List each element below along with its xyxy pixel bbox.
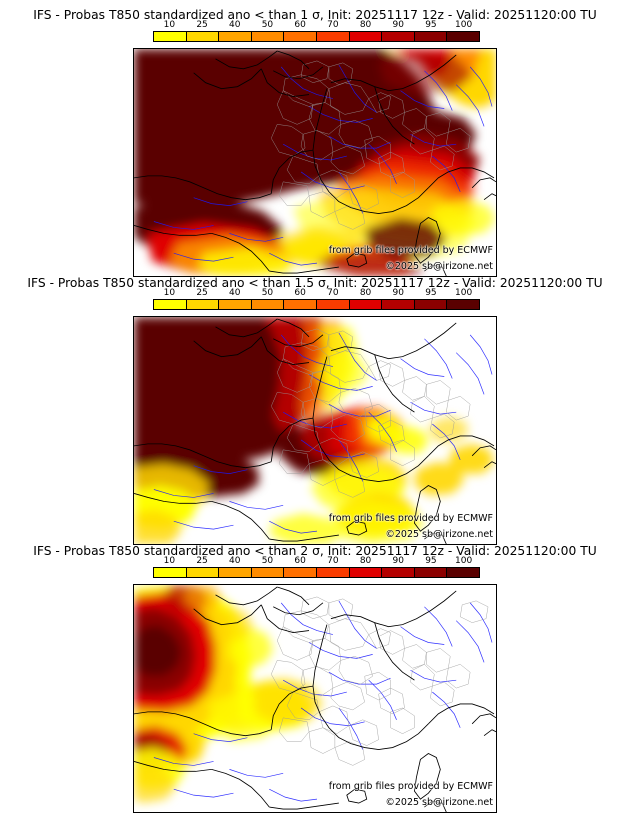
- colorbar-segment-40: [218, 568, 251, 577]
- colorbar-segment-70: [315, 300, 349, 309]
- colorbar-segment-95: [413, 32, 447, 41]
- colorbar-segment-100: [446, 32, 479, 41]
- colorbar-tick-40: 40: [229, 556, 241, 566]
- forecast-panel-3: IFS - Probas T850 standardized ano < tha…: [0, 536, 630, 813]
- colorbar-swatches-3: [153, 567, 480, 578]
- map-1[interactable]: from grib files provided by ECMWF ©2025 …: [133, 48, 497, 277]
- colorbar-tick-95: 95: [425, 20, 437, 30]
- colorbar-segment-70: [315, 568, 349, 577]
- colorbar-segment-100: [446, 568, 479, 577]
- attribution-copyright-2: ©2025 sb@irizone.net: [385, 529, 493, 540]
- panel-title-3: IFS - Probas T850 standardized ano < tha…: [33, 544, 597, 558]
- colorbar-segment-10: [154, 568, 186, 577]
- colorbar-ticks-3: 10 25 40 50 60 70 80 90 95 100: [153, 556, 480, 567]
- colorbar-segment-25: [185, 568, 219, 577]
- colorbar-tick-95: 95: [425, 556, 437, 566]
- colorbar-tick-60: 60: [294, 556, 306, 566]
- colorbar-tick-100: 100: [455, 20, 473, 30]
- colorbar-segment-80: [348, 32, 382, 41]
- colorbar-segment-95: [413, 300, 447, 309]
- panel-title-2: IFS - Probas T850 standardized ano < tha…: [27, 276, 603, 290]
- colorbar-segment-90: [381, 568, 414, 577]
- colorbar-tick-25: 25: [196, 556, 208, 566]
- colorbar-swatches-2: [153, 299, 480, 310]
- colorbar-segment-10: [154, 32, 186, 41]
- colorbar-tick-50: 50: [261, 20, 274, 30]
- colorbar-tick-95: 95: [425, 288, 437, 298]
- colorbar-tick-70: 70: [327, 20, 339, 30]
- colorbar-tick-60: 60: [294, 20, 306, 30]
- colorbar-ticks-1: 10 25 40 50 60 70 80 90 95 100: [153, 20, 480, 31]
- attribution-source-1: from grib files provided by ECMWF: [328, 245, 493, 256]
- forecast-panel-1: IFS - Probas T850 standardized ano < tha…: [0, 0, 630, 277]
- colorbar-ticks-2: 10 25 40 50 60 70 80 90 95 100: [153, 288, 480, 299]
- colorbar-segment-60: [283, 568, 316, 577]
- colorbar-segment-25: [185, 300, 219, 309]
- colorbar-tick-40: 40: [229, 20, 241, 30]
- attribution-source-3: from grib files provided by ECMWF: [328, 781, 493, 792]
- colorbar-segment-60: [283, 32, 316, 41]
- colorbar-segment-50: [250, 32, 284, 41]
- map-3[interactable]: from grib files provided by ECMWF ©2025 …: [133, 584, 497, 813]
- colorbar-segment-60: [283, 300, 316, 309]
- colorbar-segment-40: [218, 300, 251, 309]
- colorbar-tick-90: 90: [392, 288, 404, 298]
- colorbar-segment-70: [315, 32, 349, 41]
- map-canvas-1: [134, 49, 496, 276]
- forecast-panel-2: IFS - Probas T850 standardized ano < tha…: [0, 268, 630, 545]
- colorbar-tick-50: 50: [261, 288, 274, 298]
- colorbar-segment-10: [154, 300, 186, 309]
- colorbar-tick-70: 70: [327, 556, 339, 566]
- map-canvas-3: [134, 585, 496, 812]
- colorbar-segment-80: [348, 300, 382, 309]
- colorbar-swatches-1: [153, 31, 480, 42]
- colorbar-tick-60: 60: [294, 288, 306, 298]
- attribution-source-2: from grib files provided by ECMWF: [328, 513, 493, 524]
- map-2[interactable]: from grib files provided by ECMWF ©2025 …: [133, 316, 497, 545]
- colorbar-segment-25: [185, 32, 219, 41]
- colorbar-tick-100: 100: [455, 556, 473, 566]
- colorbar-tick-90: 90: [392, 556, 404, 566]
- colorbar-tick-10: 10: [163, 20, 176, 30]
- colorbar-segment-40: [218, 32, 251, 41]
- map-canvas-2: [134, 317, 496, 544]
- colorbar-segment-80: [348, 568, 382, 577]
- panel-title-1: IFS - Probas T850 standardized ano < tha…: [33, 8, 597, 22]
- colorbar-tick-10: 10: [163, 556, 176, 566]
- colorbar-2: 10 25 40 50 60 70 80 90 95 100: [153, 288, 480, 310]
- colorbar-tick-50: 50: [261, 556, 274, 566]
- attribution-copyright-1: ©2025 sb@irizone.net: [385, 261, 493, 272]
- colorbar-tick-40: 40: [229, 288, 241, 298]
- colorbar-tick-100: 100: [455, 288, 473, 298]
- colorbar-segment-100: [446, 300, 479, 309]
- colorbar-tick-80: 80: [359, 20, 372, 30]
- attribution-copyright-3: ©2025 sb@irizone.net: [385, 797, 493, 808]
- colorbar-tick-70: 70: [327, 288, 339, 298]
- colorbar-segment-90: [381, 300, 414, 309]
- colorbar-segment-95: [413, 568, 447, 577]
- colorbar-tick-25: 25: [196, 288, 208, 298]
- colorbar-tick-25: 25: [196, 20, 208, 30]
- colorbar-segment-50: [250, 300, 284, 309]
- colorbar-tick-80: 80: [359, 556, 372, 566]
- colorbar-1: 10 25 40 50 60 70 80 90 95 100: [153, 20, 480, 42]
- colorbar-segment-50: [250, 568, 284, 577]
- colorbar-tick-80: 80: [359, 288, 372, 298]
- colorbar-segment-90: [381, 32, 414, 41]
- colorbar-tick-90: 90: [392, 20, 404, 30]
- colorbar-3: 10 25 40 50 60 70 80 90 95 100: [153, 556, 480, 578]
- colorbar-tick-10: 10: [163, 288, 176, 298]
